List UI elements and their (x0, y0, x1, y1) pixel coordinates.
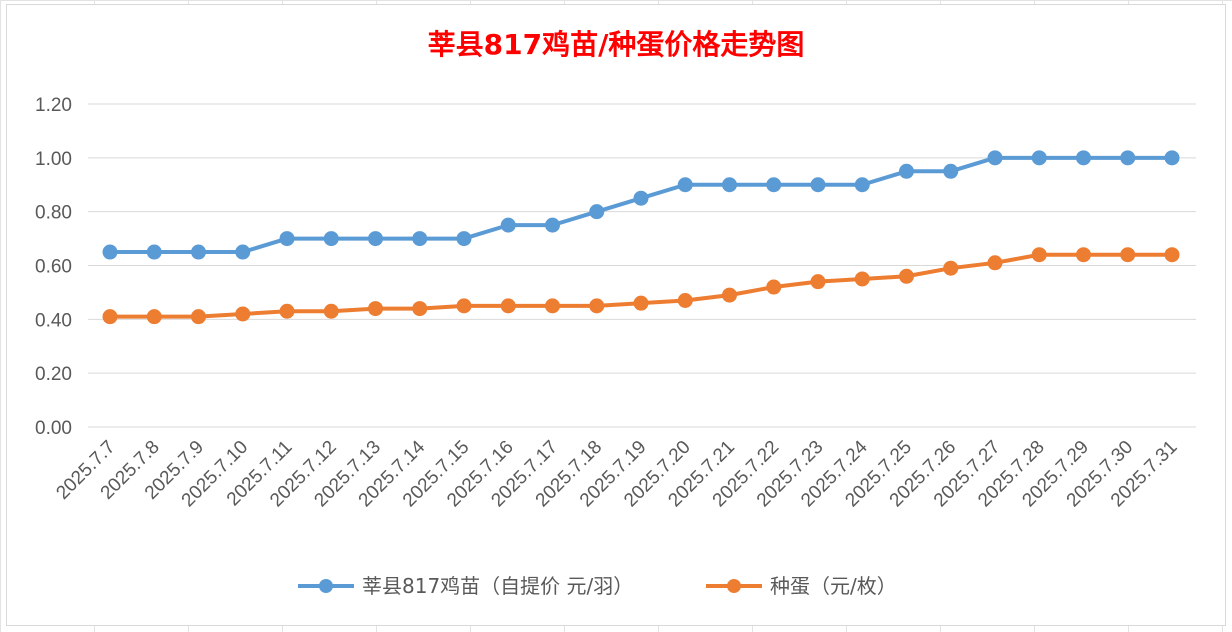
data-point (146, 309, 162, 325)
data-point (279, 231, 295, 247)
data-point (279, 303, 295, 319)
y-tick-label: 0.00 (35, 418, 72, 439)
data-point (102, 244, 118, 260)
data-point (1076, 150, 1091, 166)
data-point (368, 231, 383, 247)
data-point (456, 298, 472, 314)
data-point (1031, 150, 1047, 166)
data-point (899, 268, 914, 284)
data-point (412, 231, 428, 247)
data-point (545, 217, 560, 233)
data-point (1120, 247, 1136, 263)
y-tick-label: 1.00 (35, 149, 72, 170)
legend-label: 种蛋（元/枚） (770, 574, 897, 598)
data-point (677, 292, 693, 308)
data-point (191, 309, 206, 325)
data-point (987, 255, 1003, 271)
data-point (1031, 247, 1047, 263)
data-point (412, 301, 428, 317)
legend-label: 莘县817鸡苗（自提价 元/羽） (362, 574, 633, 598)
data-point (899, 163, 914, 179)
data-point (766, 177, 782, 193)
series-1 (102, 150, 1180, 260)
data-point (1076, 247, 1091, 263)
data-point (633, 190, 649, 206)
legend-marker (727, 579, 741, 593)
data-point (323, 231, 339, 247)
data-point (235, 244, 251, 260)
gridlines (88, 103, 1196, 428)
legend-marker (319, 579, 333, 593)
data-point (1164, 247, 1180, 263)
legend: 莘县817鸡苗（自提价 元/羽） 种蛋（元/枚） (298, 574, 897, 598)
x-axis-ticks: 2025.7.72025.7.82025.7.92025.7.102025.7.… (52, 436, 1181, 511)
y-axis-ticks: 0.00 0.20 0.40 0.60 0.80 1.00 1.20 (35, 95, 72, 439)
data-point (368, 301, 383, 317)
data-point (943, 163, 959, 179)
data-point (589, 204, 605, 220)
data-point (722, 287, 737, 303)
chart-title: 莘县817鸡苗/种蛋价格走势图 (428, 28, 805, 61)
legend-item: 莘县817鸡苗（自提价 元/羽） (298, 574, 633, 598)
y-tick-label: 0.80 (35, 203, 72, 224)
data-point (500, 217, 516, 233)
y-tick-label: 0.20 (35, 364, 72, 385)
data-point (191, 244, 206, 260)
y-tick-label: 0.40 (35, 310, 72, 331)
series-2 (102, 247, 1180, 325)
data-point (854, 271, 870, 287)
data-point (1164, 150, 1180, 166)
data-point (235, 306, 251, 322)
data-point (943, 260, 959, 276)
data-point (987, 150, 1003, 166)
data-point (677, 177, 693, 193)
data-point (633, 295, 649, 311)
data-point (456, 231, 472, 247)
y-tick-label: 1.20 (35, 95, 72, 116)
y-tick-label: 0.60 (35, 257, 72, 278)
data-point (854, 177, 870, 193)
data-point (323, 303, 339, 319)
data-point (146, 244, 162, 260)
data-point (500, 298, 516, 314)
data-point (810, 177, 826, 193)
legend-item: 种蛋（元/枚） (706, 574, 897, 598)
series-lines (102, 150, 1180, 325)
data-point (1120, 150, 1136, 166)
data-point (766, 279, 782, 295)
data-point (545, 298, 560, 314)
data-point (589, 298, 605, 314)
data-point (810, 274, 826, 290)
data-point (722, 177, 737, 193)
data-point (102, 309, 118, 325)
